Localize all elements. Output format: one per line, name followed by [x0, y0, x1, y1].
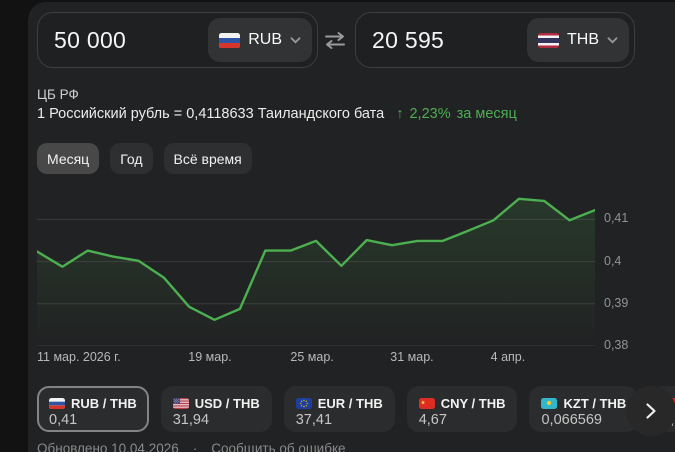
period-tabs: Месяц Год Всё время	[37, 143, 252, 174]
russia-flag-icon	[219, 32, 241, 48]
thailand-flag-icon	[538, 32, 559, 48]
rate-text: 1 Российский рубль = 0,4118633 Таиландск…	[37, 106, 385, 122]
swap-currencies-button[interactable]	[316, 26, 354, 54]
russia-flag-icon	[49, 397, 65, 409]
amount-from-field: RUB	[37, 12, 318, 68]
chip-pair-value: 37,41	[295, 411, 333, 428]
rate-source-label: ЦБ РФ	[37, 87, 79, 102]
chevron-down-icon	[290, 36, 301, 43]
amount-to-input[interactable]	[372, 13, 522, 67]
chip-eur-thb[interactable]: EUR / THB 37,41	[283, 386, 395, 432]
currency-from-dropdown[interactable]: RUB	[208, 18, 312, 62]
chart-line	[37, 197, 595, 322]
kazakhstan-flag-icon	[541, 397, 558, 409]
rate-chart[interactable]	[37, 192, 595, 346]
footer-separator: ·	[192, 441, 198, 452]
chip-pair-label: EUR / THB	[317, 395, 383, 411]
updated-label: Обновлено 10.04.2026	[37, 441, 179, 452]
chip-pair-value: 4,67	[418, 411, 447, 428]
x-axis-tick-label: 25 мар.	[290, 350, 334, 364]
report-error-link[interactable]: Сообщить об ошибке	[211, 441, 346, 452]
footer: Обновлено 10.04.2026 · Сообщить об ошибк…	[37, 441, 346, 452]
chip-usd-thb[interactable]: USD / THB 31,94	[160, 386, 272, 432]
swap-arrows-icon	[325, 31, 345, 49]
chip-pair-label: RUB / THB	[71, 395, 137, 411]
tab-alltime[interactable]: Всё время	[163, 143, 252, 174]
chip-rub-thb[interactable]: RUB / THB 0,41	[37, 386, 149, 432]
x-axis-tick-label: 4 апр.	[490, 350, 526, 364]
usa-flag-icon	[172, 397, 189, 409]
chevron-right-icon	[646, 403, 656, 419]
currency-from-code: RUB	[248, 31, 282, 48]
rate-change-period: за месяц	[456, 106, 517, 122]
y-axis-tick-label: 0,41	[604, 211, 629, 226]
chip-pair-label: CNY / THB	[440, 395, 506, 411]
chip-pair-value: 0,41	[49, 411, 78, 428]
chip-kzt-thb[interactable]: KZT / THB 0,066569	[529, 386, 639, 432]
chip-pair-label: USD / THB	[194, 395, 260, 411]
chip-pair-value: 0,066569	[541, 411, 602, 428]
x-axis-tick-label: 11 мар. 2026 г.	[37, 350, 121, 364]
china-flag-icon	[418, 397, 435, 409]
chart-area-fill	[37, 198, 595, 346]
chip-cny-thb[interactable]: CNY / THB 4,67	[406, 386, 518, 432]
scroll-chips-right-button[interactable]	[626, 386, 675, 436]
x-axis-tick-label: 31 мар.	[390, 350, 434, 364]
pair-chips-row: RUB / THB 0,41 USD / THB 31,94 EUR / THB…	[37, 386, 675, 432]
rate-change-percent: 2,23%	[409, 106, 451, 122]
y-axis-tick-label: 0,38	[604, 338, 629, 352]
up-arrow-icon: ↑	[396, 106, 404, 122]
tab-month[interactable]: Месяц	[37, 143, 100, 174]
chip-pair-value: 31,94	[172, 411, 210, 428]
y-axis-tick-label: 0,39	[604, 295, 629, 310]
eu-flag-icon	[295, 397, 312, 409]
currency-to-code: THB	[567, 31, 599, 48]
chip-pair-label: KZT / THB	[563, 395, 627, 411]
rate-row: 1 Российский рубль = 0,4118633 Таиландск…	[37, 106, 517, 122]
rate-change: ↑ 2,23% за месяц	[396, 106, 517, 122]
amount-to-field: THB	[355, 12, 635, 68]
amount-from-input[interactable]	[54, 13, 204, 67]
currency-to-dropdown[interactable]: THB	[527, 18, 629, 62]
tab-year[interactable]: Год	[110, 143, 153, 174]
y-axis-tick-label: 0,4	[604, 253, 622, 268]
chevron-down-icon	[607, 36, 618, 43]
x-axis-tick-label: 19 мар.	[188, 350, 232, 364]
